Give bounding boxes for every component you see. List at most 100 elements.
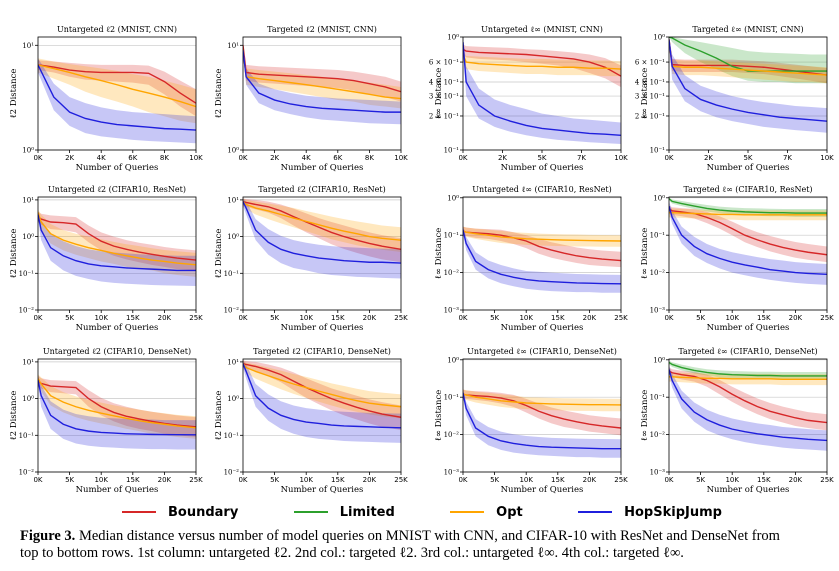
x-tick-label: 2K <box>498 154 507 162</box>
x-tick-label: 0K <box>664 154 673 162</box>
chart-title: Untargeted ℓ2 (CIFAR10, DenseNet) <box>43 347 191 356</box>
chart-panel-2: 10⁰ 10¹ 0K 2K 4K 6K 8K 10K Targeted ℓ2 (MNIST, C… <box>214 25 408 173</box>
series-line-limited <box>669 37 827 72</box>
band-hopskipjump <box>463 37 621 145</box>
plot-area <box>463 225 621 293</box>
x-tick-label: 5K <box>490 314 499 322</box>
x-axis-label: Number of Queries <box>76 485 159 495</box>
band-limited <box>669 197 827 217</box>
legend-swatch-limited <box>293 511 328 513</box>
x-tick-label: 10K <box>189 154 203 162</box>
y-tick-label: 2 × 10⁻¹ <box>635 112 665 120</box>
x-tick-label: 20K <box>583 476 597 484</box>
series-line-boundary <box>38 64 196 104</box>
axes-frame <box>462 358 622 473</box>
series-line-opt <box>463 54 621 70</box>
band-opt <box>463 389 621 412</box>
y-tick-label: 10¹ <box>22 196 34 204</box>
band-opt <box>463 226 621 247</box>
chart-panel-7: 10⁻³ 10⁻² 10⁻¹ 10⁰ 0K 5K 10K 15K 20K 25K Untargete… <box>434 185 628 333</box>
y-tick-label: 10⁰ <box>22 395 34 403</box>
y-axis-label: ℓ2 Distance <box>9 391 19 441</box>
plot-area <box>669 197 827 285</box>
y-axis-label: ℓ∞ Distance <box>434 68 444 120</box>
x-tick-label: 10K <box>725 314 739 322</box>
chart-panel-6: 10⁻² 10⁻¹ 10⁰ 10¹ 0K 5K 10K 15K 20K 25K Targeted ℓ… <box>214 185 408 333</box>
y-tick-label: 10⁰ <box>447 34 459 42</box>
series-line-hopskipjump <box>463 392 621 450</box>
x-tick-label: 15K <box>126 314 140 322</box>
x-tick-label: 5K <box>270 476 279 484</box>
band-hopskipjump <box>243 45 401 125</box>
y-tick-label: 10⁰ <box>447 194 459 202</box>
x-tick-label: 15K <box>331 314 345 322</box>
y-tick-label: 10⁻³ <box>650 307 666 315</box>
band-hopskipjump <box>669 201 827 285</box>
plot-area <box>38 374 196 450</box>
y-tick-label: 10⁻³ <box>444 469 460 477</box>
y-tick-label: 4 × 10⁻¹ <box>429 78 459 86</box>
y-tick-label: 10¹ <box>227 196 239 204</box>
series-line-opt <box>243 201 401 241</box>
x-axis-label: Number of Queries <box>501 163 584 173</box>
chart-panel-5: 10⁻² 10⁻¹ 10⁰ 10¹ 0K 5K 10K 15K 20K 25K Untargeted… <box>9 185 203 333</box>
x-tick-label: 25K <box>614 476 628 484</box>
legend-swatch-opt <box>450 511 485 513</box>
y-axis-label: ℓ2 Distance <box>214 391 224 441</box>
x-tick-label: 25K <box>394 314 408 322</box>
band-opt <box>463 49 621 77</box>
x-tick-label: 0K <box>458 314 467 322</box>
y-tick-label: 10⁻¹ <box>444 147 460 155</box>
plot-area <box>463 37 621 145</box>
x-tick-label: 8K <box>160 154 169 162</box>
x-tick-label: 10K <box>299 476 313 484</box>
x-tick-label: 5K <box>65 476 74 484</box>
y-tick-label: 10⁰ <box>227 233 239 241</box>
x-tick-label: 25K <box>394 476 408 484</box>
axes-frame <box>37 196 197 311</box>
x-tick-label: 25K <box>614 314 628 322</box>
legend-label-opt: Opt <box>496 504 523 520</box>
x-tick-label: 0K <box>33 476 42 484</box>
series-line-boundary <box>463 48 621 77</box>
y-tick-label: 10¹ <box>227 358 239 366</box>
x-tick-label: 10K <box>394 154 408 162</box>
x-tick-label: 2K <box>270 154 279 162</box>
x-tick-label: 25K <box>820 476 834 484</box>
series-line-boundary <box>38 380 196 428</box>
x-tick-label: 6K <box>333 154 342 162</box>
y-tick-label: 10⁻² <box>444 269 460 277</box>
legend-label-boundary: Boundary <box>168 504 239 520</box>
chart-panel-9: 10⁻² 10⁻¹ 10⁰ 10¹ 0K 5K 10K 15K 20K 25K Untargeted… <box>9 347 203 495</box>
x-tick-label: 10K <box>94 314 108 322</box>
x-tick-label: 20K <box>158 476 172 484</box>
legend: Boundary Limited Opt HopSkipJump <box>122 498 722 526</box>
y-tick-label: 10⁻¹ <box>444 394 460 402</box>
y-tick-label: 10⁻¹ <box>224 270 240 278</box>
figure-plots: 10⁰ 10¹ 0K 2K 4K 6K 8K 10K Untargeted ℓ2 (MNIST,… <box>9 25 834 495</box>
y-tick-label: 10⁻² <box>650 431 666 439</box>
axes-frame <box>668 196 828 311</box>
x-tick-label: 0K <box>458 476 467 484</box>
y-tick-label: 10⁰ <box>227 147 239 155</box>
x-tick-label: 15K <box>551 314 565 322</box>
caption-text-1: Median distance versus number of model q… <box>78 528 780 544</box>
y-tick-label: 10⁻¹ <box>650 147 666 155</box>
y-tick-label: 10⁻¹ <box>444 232 460 240</box>
x-axis-label: Number of Queries <box>707 485 790 495</box>
y-tick-label: 10⁻³ <box>444 307 460 315</box>
y-tick-label: 2 × 10⁻¹ <box>429 112 459 120</box>
y-tick-label: 10⁰ <box>22 233 34 241</box>
chart-panel-12: 10⁻³ 10⁻² 10⁻¹ 10⁰ 0K 5K 10K 15K 20K 25K Targeted … <box>640 347 834 495</box>
y-tick-label: 10⁰ <box>653 356 665 364</box>
y-tick-label: 10⁰ <box>22 147 34 155</box>
chart-panel-10: 10⁻² 10⁻¹ 10⁰ 10¹ 0K 5K 10K 15K 20K 25K Targeted ℓ… <box>214 347 408 495</box>
series-line-hopskipjump <box>463 42 621 136</box>
series-line-hopskipjump <box>669 205 827 276</box>
x-tick-label: 2K <box>704 154 713 162</box>
legend-item-opt: Opt <box>450 505 523 520</box>
band-boundary <box>669 367 827 431</box>
x-tick-label: 20K <box>789 476 803 484</box>
x-tick-label: 10K <box>614 154 628 162</box>
series-line-opt <box>669 376 827 381</box>
